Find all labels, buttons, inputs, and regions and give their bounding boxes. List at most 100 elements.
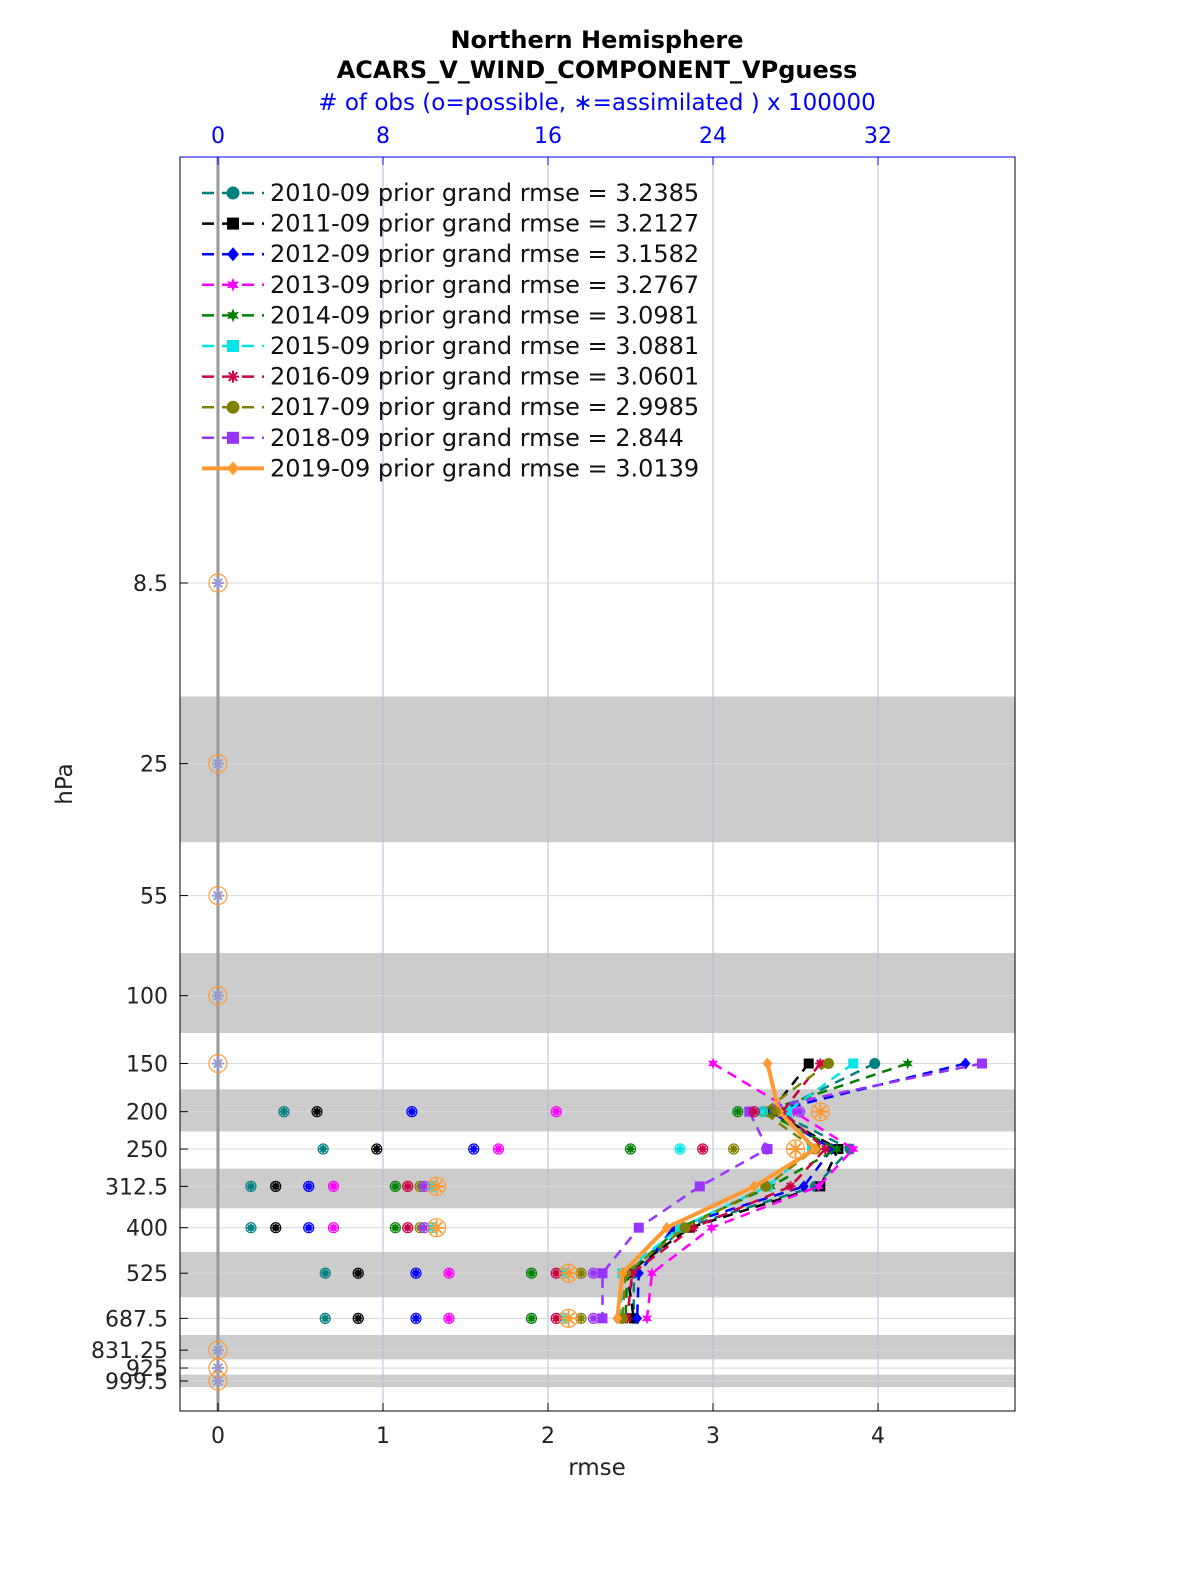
- legend-item-3: 2012-09 prior grand rmse = 3.1582: [202, 240, 699, 268]
- data-point: [813, 1180, 824, 1193]
- obs-possible: [624, 1143, 637, 1155]
- obs-assimilated: [211, 1362, 224, 1375]
- obs-possible: [785, 1139, 806, 1159]
- series-4: [641, 1057, 859, 1325]
- data-point: [617, 1267, 628, 1280]
- obs-assimilated: [211, 889, 224, 902]
- obs-assimilated: [589, 1314, 598, 1323]
- level-band: [180, 1089, 1015, 1132]
- x-tick-label: 3: [706, 1424, 720, 1449]
- obs-assimilated: [354, 1269, 363, 1278]
- obs-assimilated: [329, 1223, 338, 1232]
- obs-possible: [245, 1222, 257, 1234]
- obs-assimilated: [787, 1141, 804, 1158]
- obs-assimilated: [211, 1057, 224, 1070]
- data-point: [646, 1267, 658, 1280]
- obs-assimilated: [576, 1314, 585, 1323]
- legend: 2010-09 prior grand rmse = 3.2385 2011-09…: [202, 179, 699, 482]
- obs-series-2: [270, 1106, 383, 1324]
- obs-possible: [278, 1106, 290, 1118]
- data-point: [749, 1180, 760, 1193]
- obs-possible: [270, 1222, 282, 1234]
- top-tick-label: 0: [211, 124, 225, 149]
- obs-assimilated: [560, 1310, 577, 1327]
- legend-item-5: 2014-09 prior grand rmse = 3.0981: [202, 301, 699, 329]
- obs-assimilated: [444, 1314, 453, 1323]
- obs-possible: [443, 1267, 455, 1279]
- data-point: [632, 1312, 643, 1325]
- obs-assimilated: [416, 1182, 425, 1191]
- obs-assimilated: [527, 1314, 536, 1323]
- legend-marker: [226, 277, 240, 292]
- obs-assimilated: [372, 1145, 381, 1154]
- obs-possible: [492, 1143, 505, 1155]
- obs-assimilated: [304, 1182, 313, 1191]
- y-tick-label: 312.5: [105, 1175, 168, 1200]
- obs-possible: [208, 986, 228, 1006]
- level-band: [180, 952, 1015, 1033]
- data-point: [823, 1058, 835, 1070]
- x-tick-label: 2: [541, 1424, 555, 1449]
- y-tick-label: 200: [126, 1101, 168, 1126]
- obs-assimilated: [411, 1269, 420, 1278]
- obs-possible: [748, 1106, 760, 1118]
- obs-assimilated: [407, 1107, 416, 1116]
- obs-assimilated: [354, 1314, 363, 1323]
- obs-possible: [208, 753, 228, 774]
- obs-possible: [406, 1106, 418, 1118]
- level-band: [180, 1335, 1015, 1360]
- data-point: [798, 1180, 809, 1193]
- obs-assimilated: [428, 1178, 445, 1195]
- y-tick-label: 25: [140, 753, 168, 778]
- obs-assimilated: [329, 1182, 338, 1191]
- data-point: [694, 1181, 705, 1192]
- obs-possible: [525, 1312, 538, 1324]
- data-point: [612, 1312, 623, 1325]
- level-bands: [180, 696, 1015, 1388]
- obs-possible: [587, 1267, 599, 1279]
- obs-possible: [208, 573, 228, 593]
- obs-assimilated: [211, 757, 224, 770]
- legend-label: 2011-09 prior grand rmse = 3.2127: [270, 210, 699, 238]
- y-tick-label: 831.25: [91, 1339, 168, 1364]
- obs-possible: [208, 1053, 228, 1074]
- y-tick-label: 525: [126, 1262, 168, 1287]
- obs-possible: [443, 1312, 455, 1324]
- top-tick-label: 8: [376, 124, 390, 149]
- data-point: [679, 1222, 691, 1234]
- obs-assimilated: [552, 1107, 561, 1116]
- obs-series-3: [303, 1106, 480, 1324]
- obs-assimilated: [321, 1269, 330, 1278]
- obs-possible: [303, 1222, 315, 1234]
- x-tick-label: 4: [871, 1424, 885, 1449]
- obs-possible: [245, 1180, 257, 1192]
- obs-assimilated: [698, 1145, 707, 1154]
- y-tick-label: 250: [126, 1138, 168, 1163]
- obs-possible: [674, 1143, 686, 1155]
- obs-possible: [402, 1180, 414, 1192]
- obs-assimilated: [420, 1223, 429, 1232]
- data-point: [788, 1105, 800, 1118]
- obs-possible: [352, 1312, 364, 1324]
- obs-possible: [208, 885, 228, 906]
- obs-possible: [208, 1371, 228, 1391]
- obs-possible: [327, 1222, 340, 1234]
- data-point: [810, 1143, 821, 1156]
- data-point: [597, 1268, 608, 1279]
- legend-marker: [227, 461, 239, 476]
- obs-assimilated: [589, 1269, 598, 1278]
- obs-possible: [761, 1143, 773, 1155]
- legend-label: 2013-09 prior grand rmse = 3.2767: [270, 271, 699, 299]
- obs-assimilated: [733, 1107, 742, 1116]
- legend-item-9: 2018-09 prior grand rmse = 2.844: [202, 424, 684, 452]
- legend-label: 2015-09 prior grand rmse = 3.0881: [270, 332, 699, 360]
- series-10: [612, 1057, 821, 1325]
- obs-possible: [270, 1180, 282, 1192]
- obs-series-5: [389, 1106, 744, 1324]
- top-tick-label: 24: [699, 124, 727, 149]
- obs-possible: [732, 1106, 744, 1118]
- obs-assimilated: [211, 1344, 224, 1357]
- data-point: [831, 1143, 842, 1156]
- obs-assimilated: [576, 1269, 585, 1278]
